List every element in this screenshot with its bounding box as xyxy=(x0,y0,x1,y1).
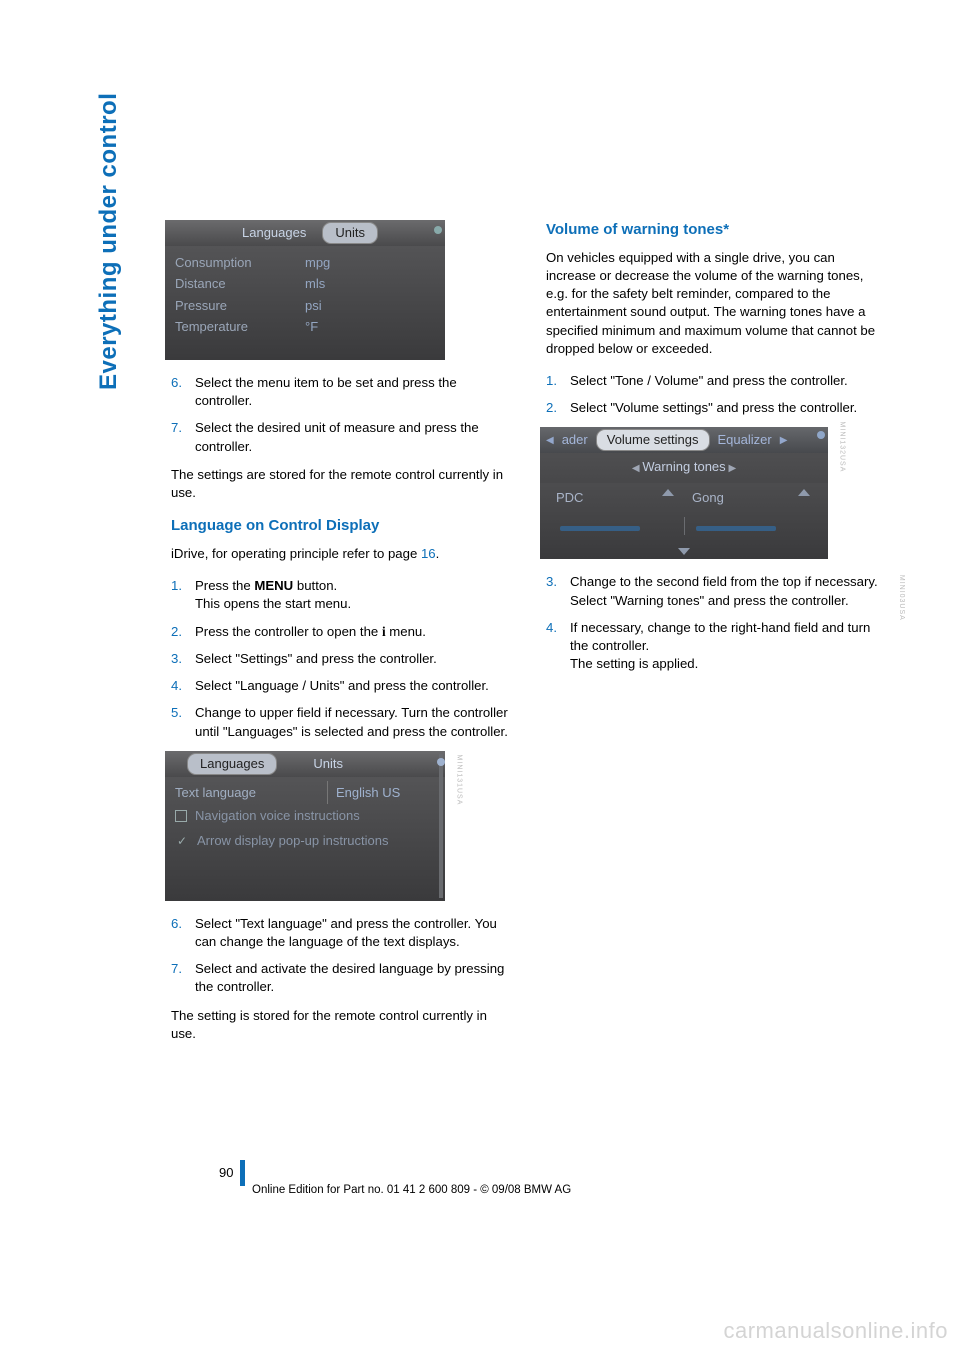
step-text: Press the MENU button. This opens the sta… xyxy=(195,577,512,613)
tab-languages: Languages xyxy=(232,222,316,244)
left-column: Languages Units Consumptionmpg Distancem… xyxy=(165,220,512,1057)
step-num: 2. xyxy=(546,399,560,417)
steps-volume: 1. Select "Tone / Volume" and press the c… xyxy=(540,372,887,417)
page-number: 90 xyxy=(219,1165,233,1180)
watermark: carmanualsonline.info xyxy=(723,1318,948,1344)
steps-volume-continue: 3. Change to the second field from the to… xyxy=(540,573,887,673)
arrow-left-icon: ◀ xyxy=(546,434,554,448)
text: This opens the start menu. xyxy=(195,596,351,611)
row-pressure-k: Pressure xyxy=(175,295,305,316)
text: button. xyxy=(293,578,337,593)
step-text: Select "Volume settings" and press the c… xyxy=(570,399,887,417)
slider-bar-gong xyxy=(696,526,776,531)
screenshot-languages: Languages Units Text languageEnglish US … xyxy=(165,751,445,901)
step-text: Change to the second field from the top … xyxy=(570,573,887,609)
step-text: Press the controller to open the i menu. xyxy=(195,623,512,641)
content-columns: Languages Units Consumptionmpg Distancem… xyxy=(165,220,887,1057)
screenshot-volume-settings: ◀ ader Volume settings Equalizer ▶ ◀ War… xyxy=(540,427,828,559)
step-text: Select and activate the desired language… xyxy=(195,960,512,996)
subheader-warning-tones: ◀ Warning tones ▶ xyxy=(540,453,828,483)
step-text: If necessary, change to the right-hand f… xyxy=(570,619,887,674)
page-ref-link[interactable]: 16 xyxy=(421,546,436,561)
step-num: 4. xyxy=(171,677,185,695)
text: The setting is applied. xyxy=(570,656,698,671)
text: iDrive, for operating principle refer to… xyxy=(171,546,421,561)
tab-languages-active: Languages xyxy=(187,753,277,775)
page-number-bar xyxy=(240,1160,245,1186)
text: If necessary, change to the right-hand f… xyxy=(570,620,870,653)
step-num: 2. xyxy=(171,623,185,641)
tab-units: Units xyxy=(303,753,353,775)
step-text: Change to upper field if necessary. Turn… xyxy=(195,704,512,740)
scroll-dot-icon xyxy=(437,758,445,766)
step-num: 6. xyxy=(171,915,185,951)
paragraph: On vehicles equipped with a single drive… xyxy=(540,249,887,358)
step-text: Select the desired unit of measure and p… xyxy=(195,419,512,455)
divider xyxy=(684,517,685,535)
section-side-label: Everything under control xyxy=(95,93,123,390)
arrow-right-icon: ▶ xyxy=(780,434,788,448)
arrow-up-icon xyxy=(798,489,810,496)
screenshot-code: MINI03USA xyxy=(896,574,906,620)
step-text: Select "Text language" and press the con… xyxy=(195,915,512,951)
slider-bar-pdc xyxy=(560,526,640,531)
tab-units-active: Units xyxy=(322,222,378,244)
row-temperature-k: Temperature xyxy=(175,316,305,337)
right-column: Volume of warning tones* On vehicles equ… xyxy=(540,220,887,1057)
steps-language: 1. Press the MENU button. This opens the s… xyxy=(165,577,512,741)
text: Press the xyxy=(195,578,254,593)
row-text-language-lbl: Text language xyxy=(175,781,327,804)
paragraph: iDrive, for operating principle refer to… xyxy=(165,545,512,563)
checkbox-unchecked-icon xyxy=(175,810,187,822)
screenshot-units: Languages Units Consumptionmpg Distancem… xyxy=(165,220,445,360)
steps-units-continue: 6. Select the menu item to be set and pre… xyxy=(165,374,512,456)
step-text: Select "Tone / Volume" and press the con… xyxy=(570,372,887,390)
paragraph: The settings are stored for the remote c… xyxy=(165,466,512,502)
scroll-dot-icon xyxy=(817,431,825,439)
row-nav-voice: Navigation voice instructions xyxy=(195,804,360,829)
tab-left-partial: ader xyxy=(562,431,588,449)
steps-language-continue: 6. Select "Text language" and press the c… xyxy=(165,915,512,997)
row-distance-v: mls xyxy=(305,273,325,294)
step-num: 4. xyxy=(546,619,560,674)
row-temperature-v: °F xyxy=(305,316,318,337)
tab-equalizer: Equalizer xyxy=(718,431,772,449)
slider-pdc-label: PDC xyxy=(556,489,583,507)
step-num: 7. xyxy=(171,960,185,996)
step-num: 1. xyxy=(546,372,560,390)
row-consumption-v: mpg xyxy=(305,252,330,273)
text: Press the controller to open the xyxy=(195,624,382,639)
step-num: 5. xyxy=(171,704,185,740)
step-text: Select "Language / Units" and press the … xyxy=(195,677,512,695)
step-text: Select "Settings" and press the controll… xyxy=(195,650,512,668)
row-text-language-val: English US xyxy=(336,781,400,804)
step-num: 7. xyxy=(171,419,185,455)
page: Everything under control Languages Units… xyxy=(0,0,960,1358)
paragraph: The setting is stored for the remote con… xyxy=(165,1007,512,1043)
step-num: 3. xyxy=(171,650,185,668)
heading-volume: Volume of warning tones* xyxy=(540,220,887,241)
slider-gong-label: Gong xyxy=(692,489,724,507)
scroll-thumb-icon xyxy=(434,226,442,234)
row-distance-k: Distance xyxy=(175,273,305,294)
step-num: 6. xyxy=(171,374,185,410)
row-consumption-k: Consumption xyxy=(175,252,305,273)
step-num: 3. xyxy=(546,573,560,609)
arrow-down-icon xyxy=(678,548,690,555)
menu-button-label: MENU xyxy=(254,578,293,593)
footer-text: Online Edition for Part no. 01 41 2 600 … xyxy=(252,1184,571,1196)
screenshot-code: MINI131USA xyxy=(454,754,464,805)
step-num: 1. xyxy=(171,577,185,613)
text: menu. xyxy=(386,624,426,639)
arrow-up-icon xyxy=(662,489,674,496)
screenshot-code: MINI132USA xyxy=(837,422,847,473)
row-pressure-v: psi xyxy=(305,295,322,316)
checkbox-checked-icon: ✓ xyxy=(175,835,189,847)
heading-language: Language on Control Display xyxy=(165,516,512,537)
row-arrow-display: Arrow display pop-up instructions xyxy=(197,829,388,854)
text: . xyxy=(436,546,440,561)
tab-volume-settings-active: Volume settings xyxy=(596,429,710,451)
step-text: Select the menu item to be set and press… xyxy=(195,374,512,410)
